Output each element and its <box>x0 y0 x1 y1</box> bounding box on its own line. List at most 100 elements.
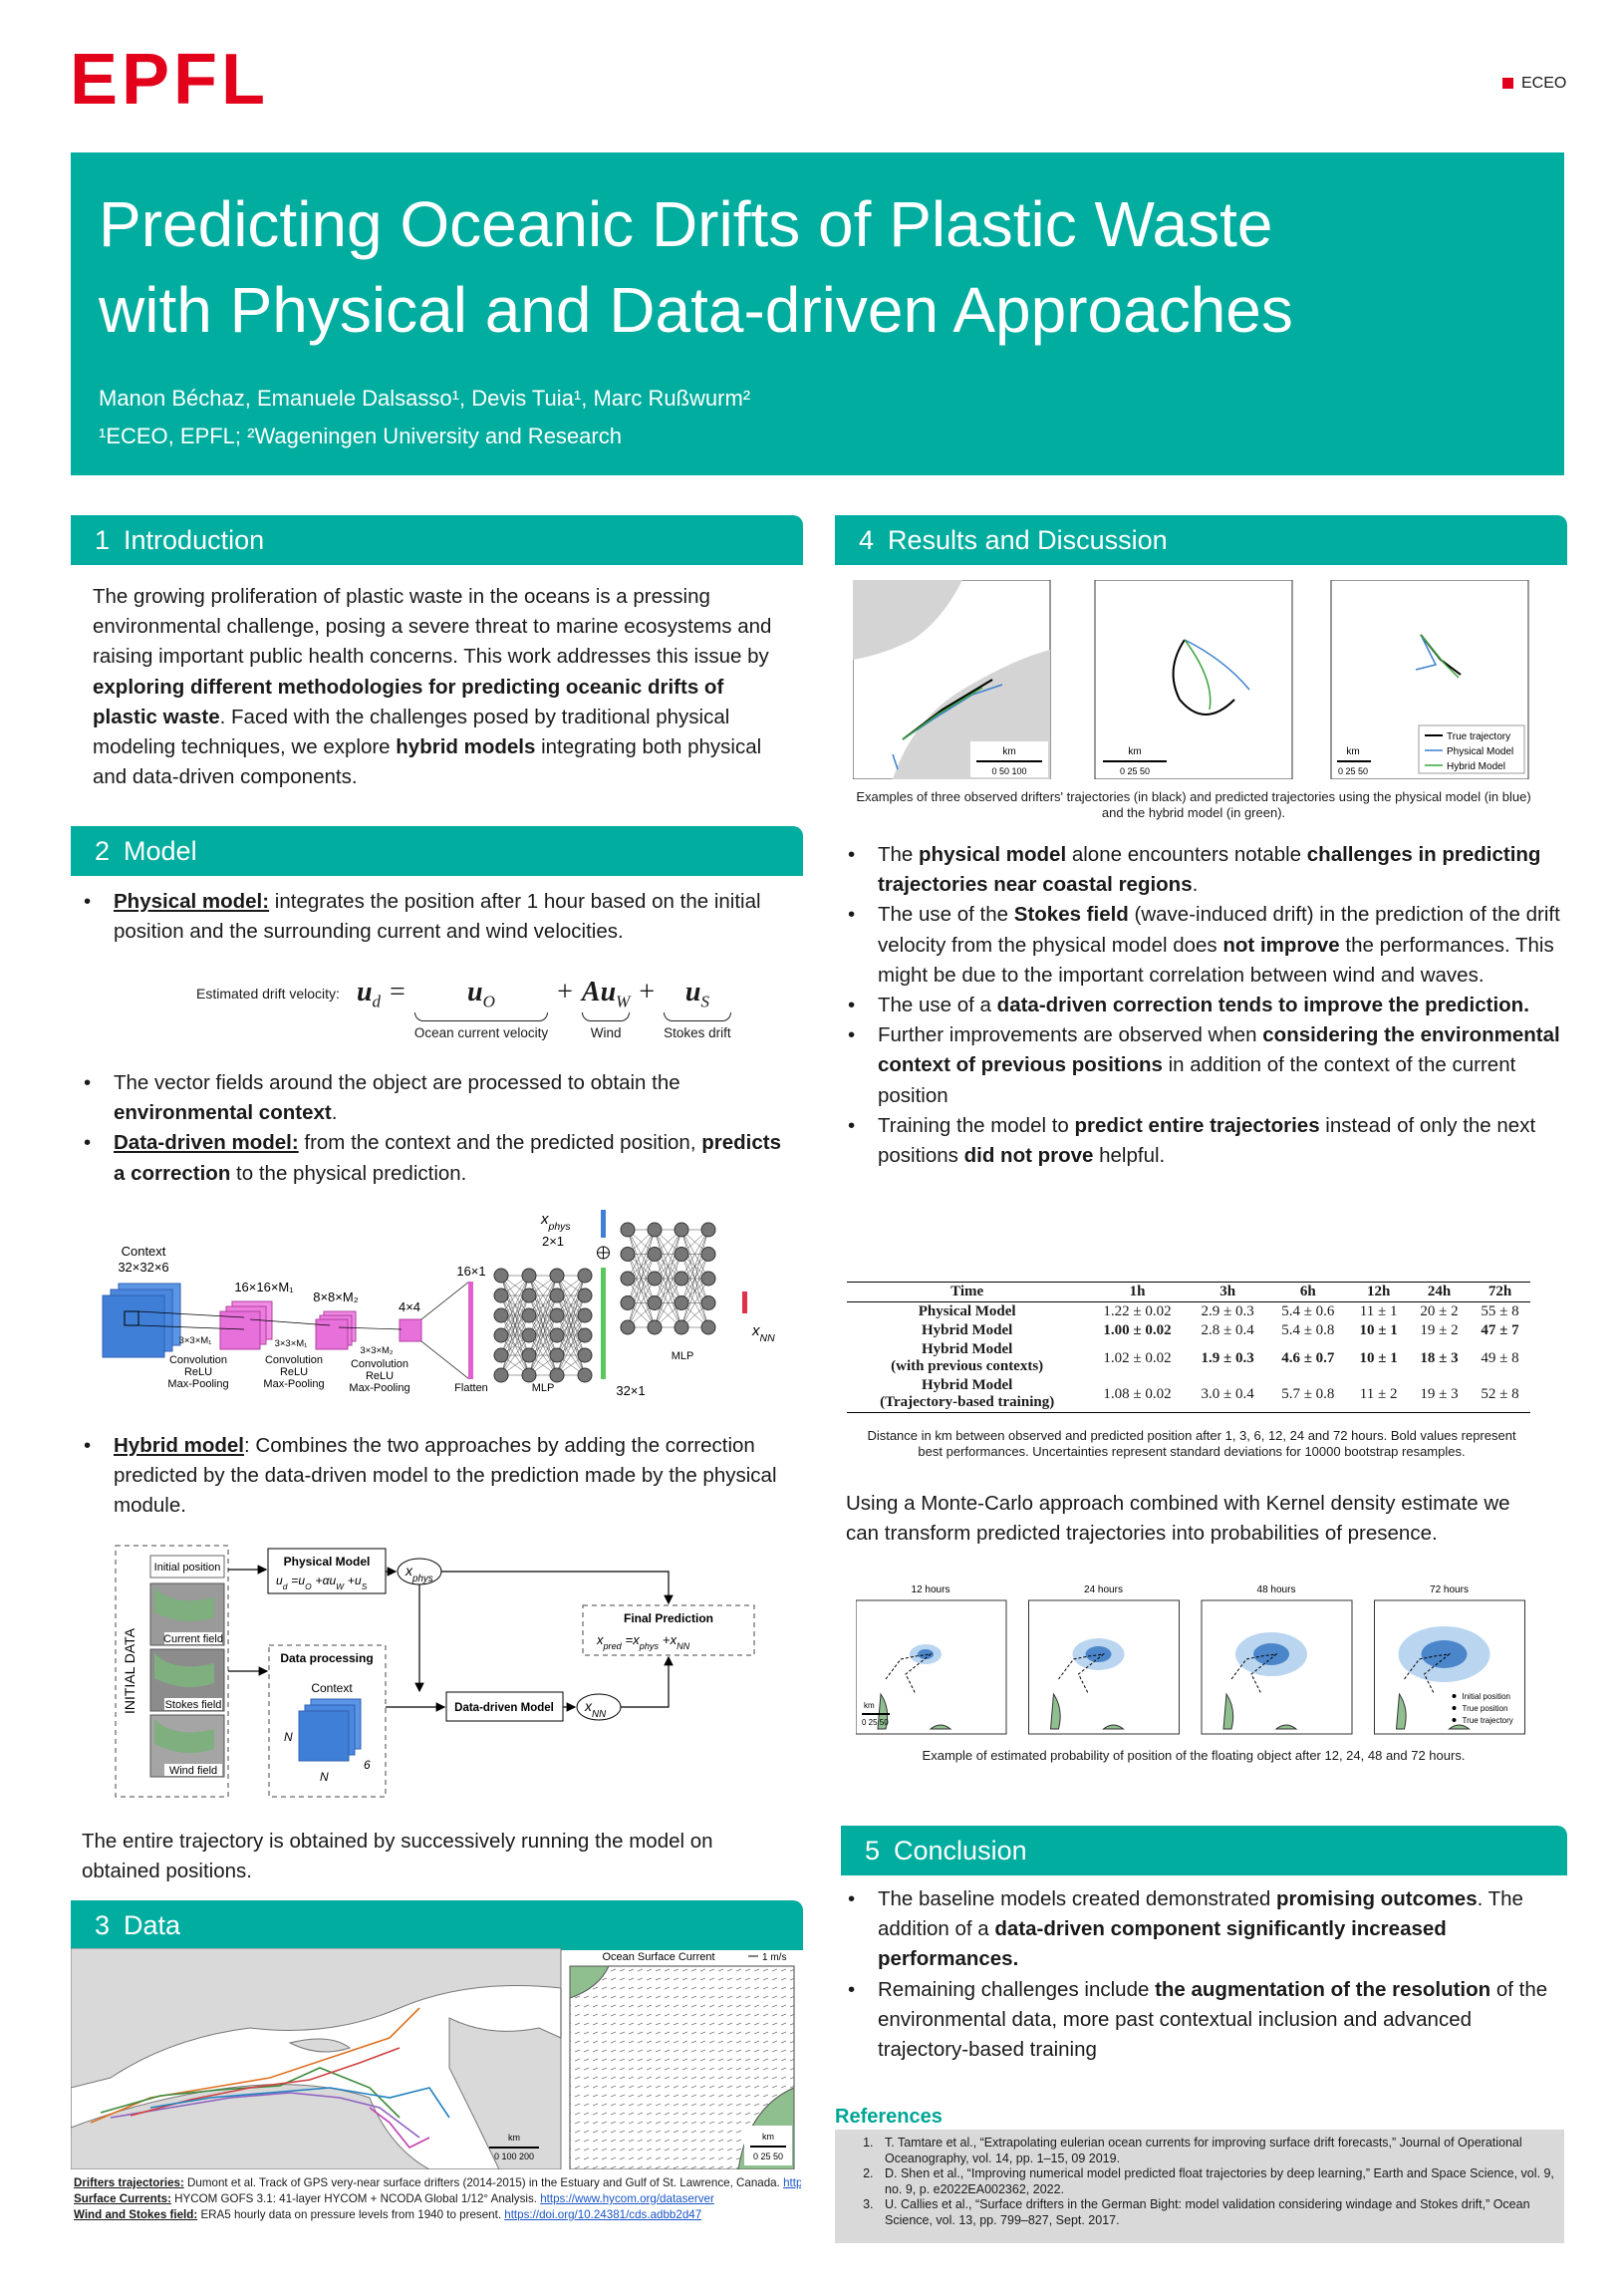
net-node <box>700 1247 716 1262</box>
header-cell: 24h <box>1409 1282 1470 1302</box>
bullet-list: Hybrid model: Combines the two approache… <box>78 1431 787 1522</box>
link[interactable]: https://www.hycom.org/dataserver <box>540 2192 714 2205</box>
text-run: challenges in predicting trajectories ne… <box>878 843 1541 897</box>
fig-label: 0 25 50 <box>1120 766 1150 776</box>
legend-entry: Hybrid Model <box>1447 761 1505 772</box>
text-run: in addition of the context of the curren… <box>878 1053 1516 1107</box>
caption: Examples of three observed drifters' tra… <box>856 789 1531 820</box>
fig-label: Current field <box>163 1633 223 1645</box>
text-run: HYCOM GOFS 3.1: 41-layer HYCOM + NCODA G… <box>170 2192 541 2205</box>
net-node <box>493 1268 509 1284</box>
net-node <box>549 1268 565 1284</box>
text-run: The baseline models created demonstrated <box>878 1887 1276 1910</box>
math-subscript: NN <box>760 1332 776 1344</box>
net-edge <box>680 1229 709 1303</box>
net-edge <box>627 1229 656 1328</box>
reference: T. Tamtare et al., “Extrapolating euleri… <box>877 2136 1554 2166</box>
fig-label: Context <box>311 1681 353 1695</box>
link[interactable]: https://doi.org/10.24381/cds.adbb2d47 <box>504 2208 702 2221</box>
text-run: The <box>878 843 920 866</box>
fig-label: Ocean Surface Current <box>602 1951 714 1963</box>
title-line: with Physical and Data-driven Approaches <box>99 274 1293 346</box>
section-number: 1 <box>95 525 111 555</box>
table-row: Physical Model 1.22 ± 0.02 2.9 ± 0.3 5.4 ± … <box>847 1302 1530 1322</box>
bullet-item: The physical model alone encounters nota… <box>878 840 1565 900</box>
link[interactable]: https://doi.org/10.1594/PANGAEA.907247 <box>783 2176 801 2189</box>
net-edge <box>528 1314 558 1376</box>
legend-marker <box>1452 1718 1457 1722</box>
legend-entry: Initial position <box>1463 1692 1510 1701</box>
fig-label: km <box>762 2132 774 2142</box>
table-cell: 5.4 ± 0.6 <box>1281 1303 1335 1319</box>
hybrid-figure: INITIAL DATA Initial position Current fi… <box>115 1545 755 1798</box>
section-title: Results and Discussion <box>888 525 1168 555</box>
table-cell: 1.02 ± 0.02 <box>1103 1349 1172 1366</box>
net-node <box>521 1367 537 1383</box>
math-symbol: x <box>540 1211 549 1228</box>
table-cell: 1.22 ± 0.02 <box>1103 1303 1172 1319</box>
row-label: Hybrid Model <box>847 1321 1087 1340</box>
section-header: 3 Data <box>71 1900 803 1950</box>
text-run: did not prove <box>963 1144 1094 1168</box>
text-run: predict entire trajectories <box>1074 1113 1320 1137</box>
net-edge <box>556 1294 586 1376</box>
header-cell: 72h <box>1470 1282 1530 1302</box>
text-run: to the physical prediction. <box>230 1161 467 1185</box>
underbrace <box>413 1011 549 1021</box>
math-label: xNN <box>584 1698 607 1720</box>
math-subscript: pred <box>603 1641 623 1651</box>
affiliations: ¹ECEO, EPFL; ²Wageningen University and … <box>99 424 622 448</box>
table-cell: 2.9 ± 0.3 <box>1201 1303 1254 1319</box>
table-cell: 2.8 ± 0.4 <box>1201 1322 1254 1338</box>
net-node <box>577 1367 593 1383</box>
references-title: References <box>835 2106 943 2128</box>
fig-label: 0 25 50 <box>1338 766 1368 776</box>
true-trajectory <box>1230 1653 1278 1695</box>
net-node <box>549 1288 565 1303</box>
net-edge <box>627 1229 656 1280</box>
section-number: 3 <box>95 1910 111 1940</box>
math-symbol: ud <box>356 977 382 1011</box>
math-op: + <box>316 1574 323 1587</box>
math-symbol: αu <box>323 1574 337 1587</box>
net-node <box>620 1222 636 1238</box>
brace-label: Ocean current velocity <box>413 1024 549 1040</box>
bullet-list: The physical model alone encounters nota… <box>842 840 1565 1171</box>
table-cell: 18 ± 3 <box>1420 1349 1459 1366</box>
math-op: = <box>291 1574 298 1587</box>
text-run: Further improvements are observed when <box>878 1023 1263 1047</box>
fig-label: 16×1 <box>456 1264 485 1279</box>
text-run: . The addition of a <box>878 1887 1523 1941</box>
fig-label: Data processing <box>280 1651 373 1665</box>
table-cell: 20 ± 2 <box>1420 1303 1459 1319</box>
net-edge <box>556 1275 586 1336</box>
table-cell: 55 ± 8 <box>1481 1303 1519 1319</box>
fig-label: 0 100 200 <box>494 2152 534 2161</box>
net-node <box>549 1367 565 1383</box>
underbrace <box>581 1011 631 1021</box>
fig-label: Max-Pooling <box>263 1378 324 1390</box>
text-run: ERA5 hourly data on pressure levels from… <box>197 2208 505 2221</box>
bullet-item: Hybrid model: Combines the two approache… <box>114 1431 787 1522</box>
net-edge <box>500 1275 530 1316</box>
math-term: uO Ocean current velocity <box>413 977 549 1040</box>
fig-label: MLP <box>532 1382 555 1394</box>
text-run: instead of only the next positions <box>878 1113 1536 1168</box>
math-subscript: W <box>616 992 631 1011</box>
net-node <box>700 1222 716 1238</box>
paragraph: The growing proliferation of plastic was… <box>93 582 775 792</box>
math-label: xphys <box>405 1563 433 1584</box>
text-run: of the environmental data, more past con… <box>878 1977 1548 2062</box>
math-subscript: W <box>336 1581 345 1591</box>
fig-label: 2×1 <box>542 1234 564 1249</box>
net-node <box>647 1222 663 1238</box>
caption: Example of estimated probability of posi… <box>922 1748 1466 1763</box>
fig-label: 6 <box>364 1758 371 1772</box>
panel-title: 12 hours <box>912 1584 950 1595</box>
section-title: Model <box>124 836 197 866</box>
math-op: = <box>390 977 406 1007</box>
bullet-list: Physical model: integrates the position … <box>78 887 787 947</box>
math-symbol: u <box>298 1574 305 1587</box>
table-cell: 11 ± 2 <box>1359 1385 1398 1402</box>
